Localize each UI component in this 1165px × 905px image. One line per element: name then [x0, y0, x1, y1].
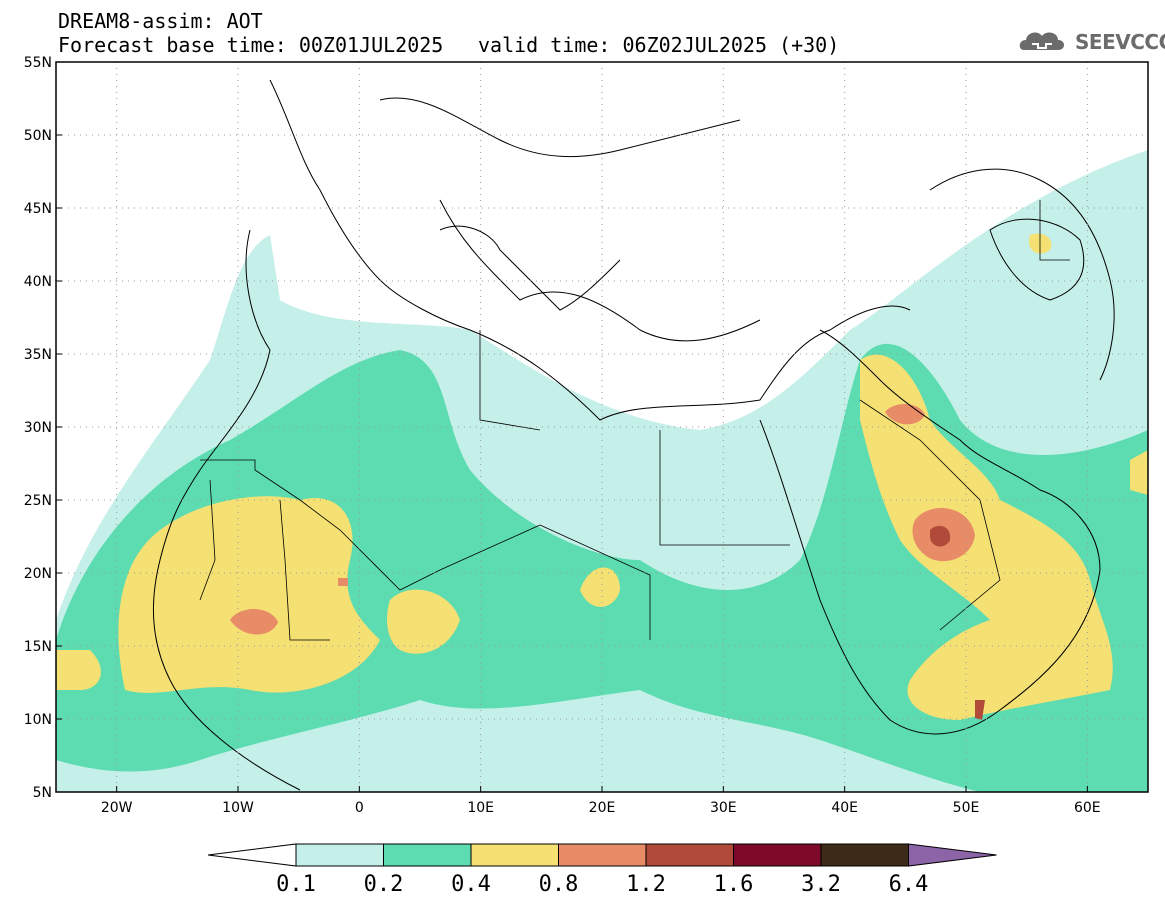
lon-tick-label: 40E	[831, 800, 858, 816]
lat-tick-label: 5N	[33, 785, 52, 801]
lon-tick-label: 0	[355, 800, 364, 816]
colorbar-level-label: 1.2	[626, 872, 666, 897]
colorbar-segment	[820, 843, 909, 867]
forecast-base-time: Forecast base time: 00Z01JUL2025	[58, 33, 444, 57]
gridlines	[56, 62, 1148, 792]
colorbar-segment	[645, 843, 734, 867]
lon-tick-label: 20E	[589, 800, 616, 816]
lon-tick-label: 30E	[710, 800, 737, 816]
lat-tick-label: 30N	[24, 420, 52, 436]
lat-tick-label: 15N	[24, 639, 52, 655]
logo-text: SEEVCCC	[1075, 30, 1165, 54]
lon-tick-label: 50E	[953, 800, 980, 816]
lon-tick-label: 20W	[101, 800, 133, 816]
lat-tick-label: 35N	[24, 347, 52, 363]
colorbar-level-label: 1.6	[713, 872, 754, 897]
axis-ticks: 20W 10W 0 10E 20E 30E 40E 50E 60E 55N 50N 45N 40N 35N…	[24, 55, 1101, 816]
coastlines	[152, 79, 1115, 791]
lat-tick-label: 55N	[24, 55, 52, 71]
colorbar-level-label: 3.2	[801, 872, 841, 897]
colorbar-segment	[558, 843, 647, 867]
lon-tick-label: 10E	[467, 800, 494, 816]
aot-field	[56, 150, 1148, 792]
colorbar-level-label: 0.4	[451, 872, 491, 897]
map-title: DREAM8-assim: AOT	[58, 9, 263, 33]
colorbar-level-label: 0.8	[538, 872, 579, 897]
colorbar-level-label: 0.1	[276, 872, 316, 897]
lat-tick-label: 20N	[24, 566, 52, 582]
colorbar-segment	[295, 843, 384, 867]
lat-tick-label: 10N	[24, 712, 52, 728]
colorbar-over	[908, 843, 997, 867]
colorbar-level-label: 6.4	[888, 872, 929, 897]
colorbar-segment	[383, 843, 472, 867]
colorbar-level-label: 0.2	[363, 872, 404, 897]
valid-time: valid time: 06Z02JUL2025 (+30)	[478, 33, 840, 57]
cloud-icon	[1019, 32, 1064, 50]
lat-tick-label: 40N	[24, 274, 52, 290]
lon-tick-label: 10W	[222, 800, 254, 816]
colorbar	[207, 843, 997, 867]
colorbar-segment	[470, 843, 559, 867]
lat-tick-label: 25N	[24, 493, 52, 509]
lon-tick-label: 60E	[1074, 800, 1101, 816]
lat-tick-label: 45N	[24, 201, 52, 217]
lat-tick-label: 50N	[24, 128, 52, 144]
colorbar-segment	[733, 843, 822, 867]
colorbar-under	[207, 843, 297, 867]
